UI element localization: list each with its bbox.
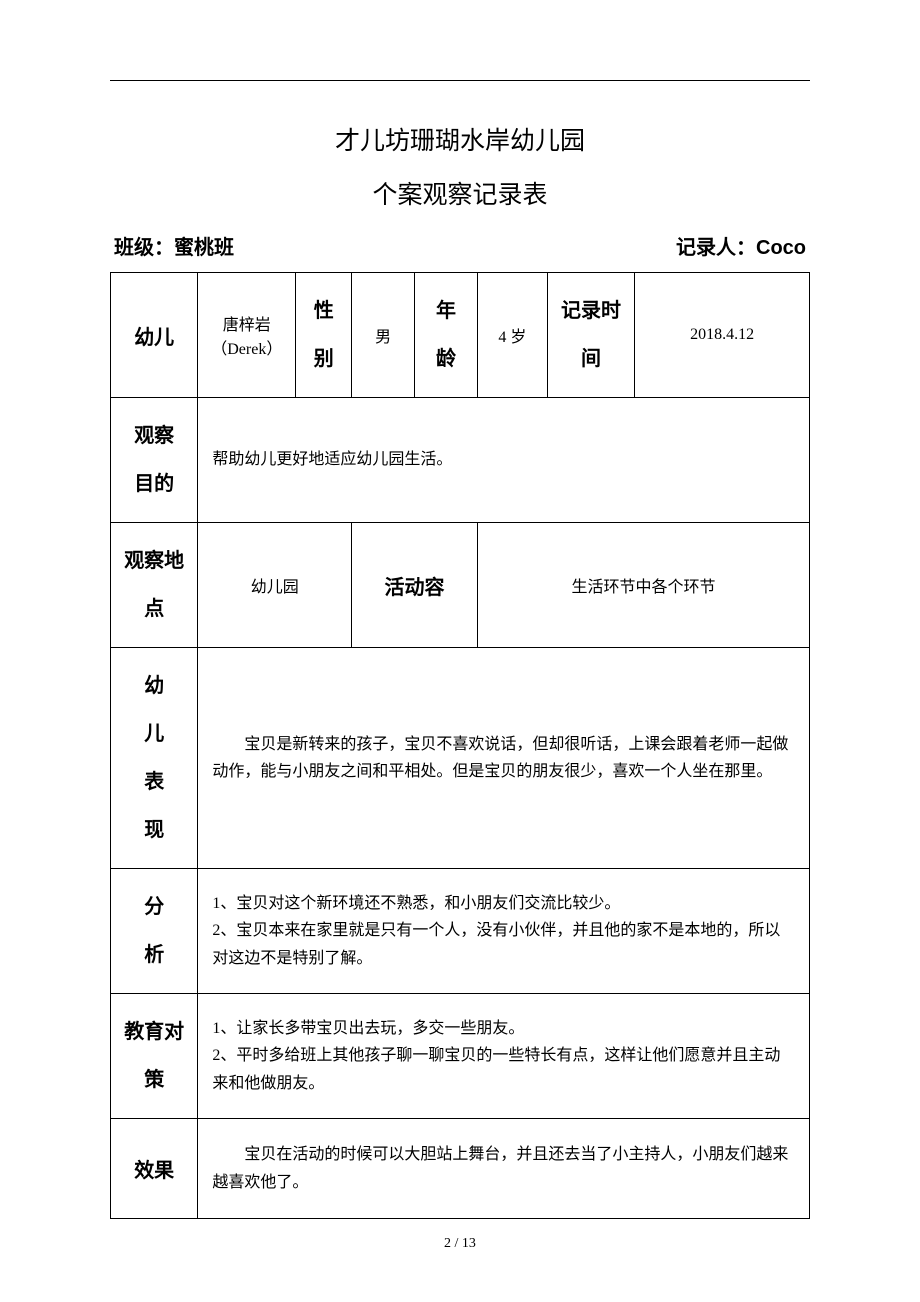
table-row-basic: 幼儿 唐梓岩（Derek） 性别 男 年龄 4 岁 记录时间 2018.4.12: [111, 273, 810, 398]
purpose-value: 帮助幼儿更好地适应幼儿园生活。: [198, 398, 810, 523]
recorder-value: Coco: [756, 237, 806, 259]
table-row-analysis: 分析 1、宝贝对这个新环境还不熟悉，和小朋友们交流比较少。 2、宝贝本来在家里就…: [111, 869, 810, 994]
child-name: 唐梓岩（Derek）: [198, 273, 296, 398]
purpose-label: 观察目的: [111, 398, 198, 523]
location-label: 观察地点: [111, 523, 198, 648]
class-label: 班级：: [114, 237, 174, 259]
performance-label: 幼儿表现: [111, 648, 198, 869]
strategy-value: 1、让家长多带宝贝出去玩，多交一些朋友。 2、平时多给班上其他孩子聊一聊宝贝的一…: [198, 994, 810, 1119]
page-title-2: 个案观察记录表: [110, 175, 810, 211]
analysis-value: 1、宝贝对这个新环境还不熟悉，和小朋友们交流比较少。 2、宝贝本来在家里就是只有…: [198, 869, 810, 994]
gender-label: 性别: [296, 273, 352, 398]
gender-value: 男: [352, 273, 415, 398]
effect-value: 宝贝在活动的时候可以大胆站上舞台，并且还去当了小主持人，小朋友们越来越喜欢他了。: [198, 1119, 810, 1219]
record-time-value: 2018.4.12: [635, 273, 810, 398]
observation-table: 幼儿 唐梓岩（Derek） 性别 男 年龄 4 岁 记录时间 2018.4.12…: [110, 272, 810, 1219]
record-time-label: 记录时间: [547, 273, 634, 398]
page-number: 2 / 13: [0, 1236, 920, 1252]
table-row-location: 观察地点 幼儿园 活动容 生活环节中各个环节: [111, 523, 810, 648]
table-row-performance: 幼儿表现 宝贝是新转来的孩子，宝贝不喜欢说话，但却很听话，上课会跟着老师一起做动…: [111, 648, 810, 869]
effect-label: 效果: [111, 1119, 198, 1219]
recorder-label: 记录人：: [676, 237, 756, 259]
effect-text: 宝贝在活动的时候可以大胆站上舞台，并且还去当了小主持人，小朋友们越来越喜欢他了。: [212, 1141, 795, 1195]
activity-value: 生活环节中各个环节: [477, 523, 809, 648]
table-row-strategy: 教育对策 1、让家长多带宝贝出去玩，多交一些朋友。 2、平时多给班上其他孩子聊一…: [111, 994, 810, 1119]
class-info: 班级：蜜桃班: [114, 231, 234, 260]
class-value: 蜜桃班: [174, 237, 234, 259]
performance-value: 宝贝是新转来的孩子，宝贝不喜欢说话，但却很听话，上课会跟着老师一起做动作，能与小…: [198, 648, 810, 869]
age-value: 4 岁: [477, 273, 547, 398]
meta-row: 班级：蜜桃班 记录人：Coco: [110, 231, 810, 260]
activity-label: 活动容: [352, 523, 478, 648]
table-row-purpose: 观察目的 帮助幼儿更好地适应幼儿园生活。: [111, 398, 810, 523]
recorder-info: 记录人：Coco: [676, 231, 806, 260]
strategy-label: 教育对策: [111, 994, 198, 1119]
age-label: 年龄: [415, 273, 478, 398]
analysis-label: 分析: [111, 869, 198, 994]
performance-text: 宝贝是新转来的孩子，宝贝不喜欢说话，但却很听话，上课会跟着老师一起做动作，能与小…: [212, 731, 795, 785]
top-divider: [110, 80, 810, 81]
table-row-effect: 效果 宝贝在活动的时候可以大胆站上舞台，并且还去当了小主持人，小朋友们越来越喜欢…: [111, 1119, 810, 1219]
page-title-1: 才儿坊珊瑚水岸幼儿园: [110, 121, 810, 157]
location-value: 幼儿园: [198, 523, 352, 648]
child-label: 幼儿: [111, 273, 198, 398]
